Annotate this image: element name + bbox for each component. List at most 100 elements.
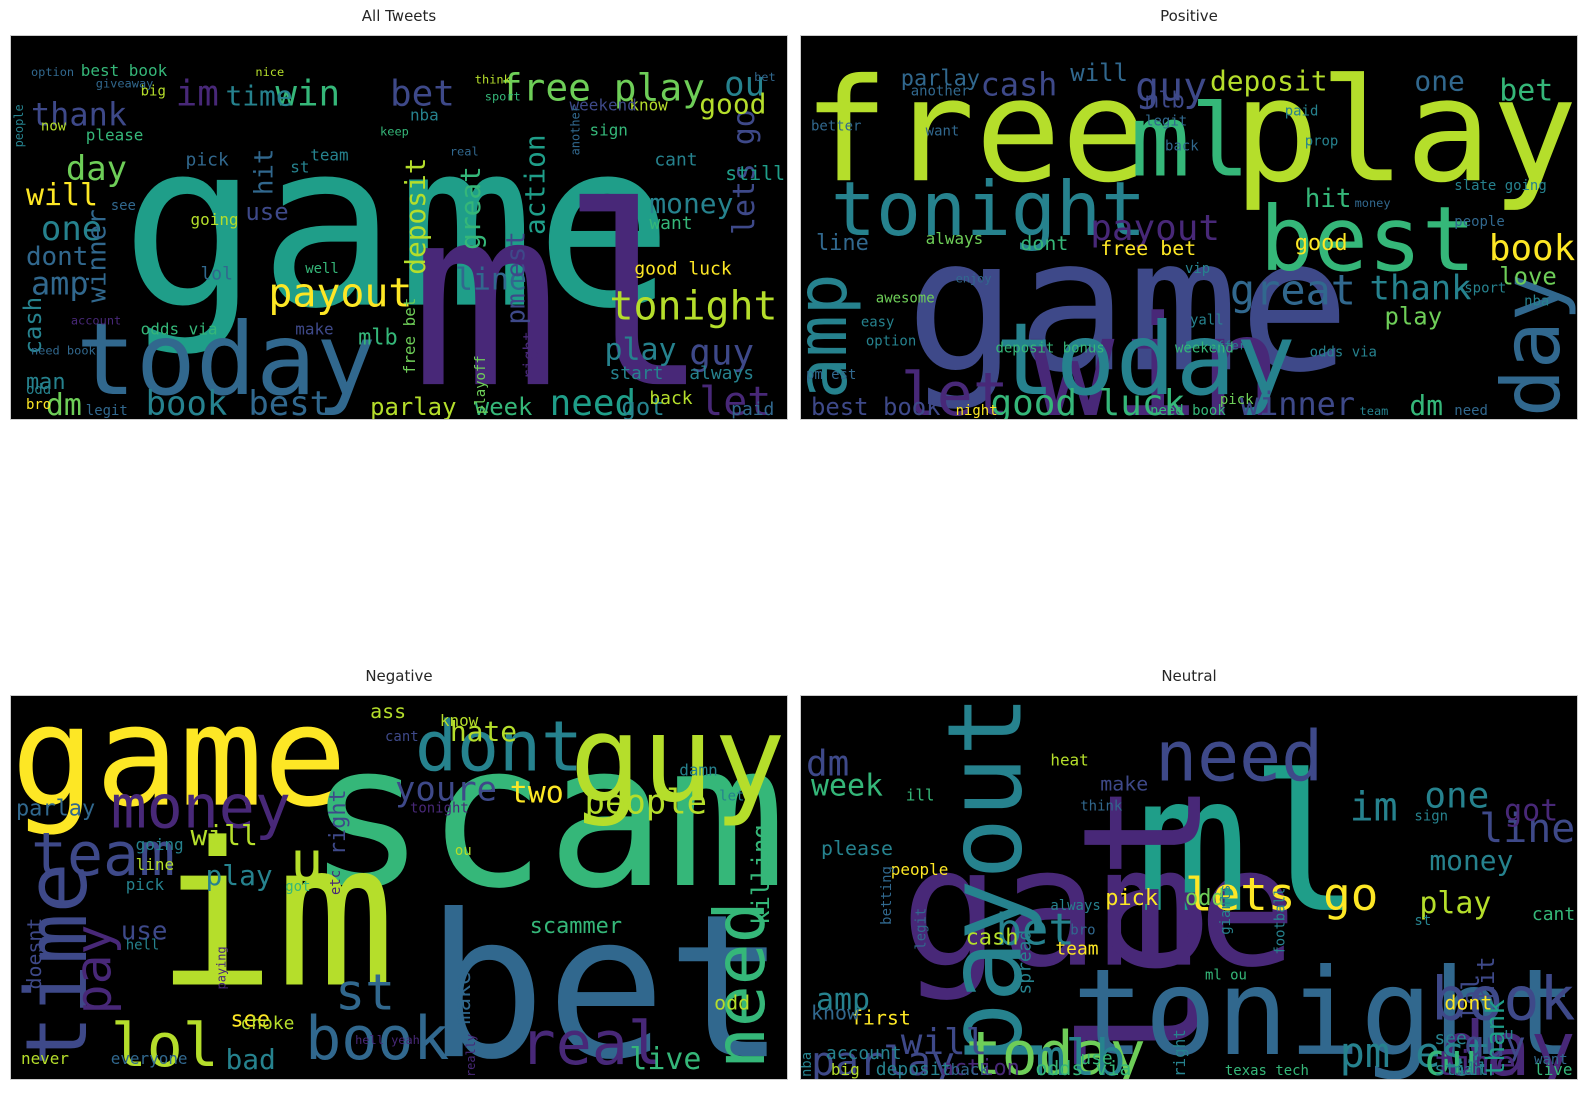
word-mark: back	[649, 388, 692, 409]
word-mark: think	[475, 73, 511, 87]
word-mark: people	[891, 860, 949, 879]
word-mark: one	[1414, 65, 1464, 98]
word-mark: doesnt	[23, 918, 46, 990]
word-mark: ou	[724, 65, 765, 104]
word-mark: team	[31, 821, 175, 890]
word-mark: game	[121, 93, 673, 360]
word-mark: money	[1355, 196, 1391, 210]
word-mark: cash	[981, 66, 1058, 104]
panel-negative: Negative game scam im bet guy dont money book ti…	[10, 665, 788, 1080]
word-mark: never	[21, 1049, 69, 1068]
word-mark: bet	[995, 905, 1074, 956]
word-mark: best	[1260, 188, 1476, 292]
word-mark: dm	[806, 744, 849, 785]
word-mark: need book	[1150, 403, 1226, 419]
word-mark: guy	[1464, 1025, 1525, 1064]
word-mark: yall	[1190, 313, 1224, 329]
word-mark: easy	[861, 314, 895, 330]
word-mark: time	[225, 80, 292, 113]
word-mark: big	[141, 84, 166, 100]
word-mark: play	[604, 332, 676, 367]
word-mark: cash	[19, 297, 47, 354]
word-mark: action	[941, 1056, 1020, 1079]
word-mark: pm est	[1340, 1028, 1491, 1077]
word-mark: back	[1165, 138, 1199, 154]
word-mark: today	[966, 1020, 1146, 1079]
word-mark: hell	[126, 938, 160, 954]
word-mark: book	[1431, 965, 1575, 1034]
word-mark: enjoy	[956, 272, 992, 286]
word-mark: make	[295, 319, 333, 338]
word-mark: legit	[914, 908, 930, 950]
word-mark: payout	[1090, 208, 1220, 249]
wordcloud-background	[11, 36, 787, 419]
word-mark: know	[629, 96, 668, 115]
panel-title: Neutral	[1161, 667, 1217, 685]
word-mark: right	[1170, 1029, 1189, 1077]
wordcloud-background	[11, 696, 787, 1079]
word-mark: scammer	[530, 914, 622, 939]
word-mark: day	[66, 149, 127, 188]
word-mark: time	[1434, 1044, 1516, 1079]
word-mark: lets go	[727, 109, 762, 235]
word-mark: parlay	[370, 393, 456, 419]
word-mark: game	[901, 812, 1297, 1004]
word-mark: hit	[1305, 184, 1352, 214]
word-mark: pm est	[502, 231, 532, 324]
panel-neutral: Neutral game ml let payout tonight day book tod…	[800, 665, 1578, 1080]
word-mark: dont	[1020, 232, 1068, 255]
word-mark: deposit	[1210, 65, 1328, 98]
word-mark: great	[1230, 266, 1356, 315]
word-mark: st	[1414, 913, 1431, 929]
word-mark: win	[1030, 286, 1282, 419]
word-mark: dont	[1444, 991, 1492, 1014]
word-mark: sport	[1464, 281, 1506, 297]
word-mark: hell yeah	[355, 1033, 420, 1047]
word-mark: ml	[1135, 734, 1363, 955]
word-mark: ml ou	[1205, 968, 1247, 984]
word-mark: people	[12, 104, 26, 147]
word-mark: ass	[370, 700, 406, 723]
word-mark: ill	[906, 785, 935, 804]
word-mark: sport	[485, 90, 521, 104]
word-mark: nba	[410, 106, 439, 125]
word-mark: please	[86, 125, 144, 144]
word-mark: pick	[1105, 886, 1158, 911]
word-mark: cant	[1532, 904, 1575, 925]
word-mark: another	[569, 105, 583, 155]
word-mark: let	[1047, 781, 1239, 1077]
word-mark: pm est	[806, 367, 856, 383]
word-mark: pay	[65, 925, 123, 1015]
word-mark: tonight	[1072, 944, 1576, 1079]
word-mark: parlay	[811, 1039, 955, 1079]
word-mark: ou	[455, 843, 472, 859]
word-mark: got	[621, 393, 664, 419]
word-mark: see	[230, 1007, 270, 1032]
word-mark: everyone	[111, 1049, 188, 1068]
word-mark: time	[11, 862, 106, 1066]
word-mark: u	[1504, 1024, 1514, 1043]
word-mark: lol	[1457, 976, 1485, 1019]
word-mark: best book	[811, 393, 941, 419]
word-mark: free play	[500, 66, 705, 110]
word-mark: paid	[1285, 104, 1319, 120]
word-mark: legit	[86, 403, 128, 419]
word-mark: bet	[426, 871, 786, 1079]
word-mark: win	[275, 74, 340, 115]
word-mark: dont	[26, 242, 88, 272]
word-mark: paid	[731, 399, 774, 419]
word-mark: right	[520, 331, 539, 379]
word-mark: im	[176, 74, 219, 115]
word-mark: free bet	[1100, 237, 1196, 260]
word-mark: big	[831, 1060, 860, 1079]
word-mark: book	[146, 384, 228, 419]
wordcloud-background	[801, 696, 1577, 1079]
word-mark: weekend	[570, 96, 637, 115]
word-mark: youre	[395, 769, 497, 808]
word-mark: deposit	[399, 157, 432, 274]
word-mark: parlay	[901, 67, 980, 92]
word-mark: free bet	[400, 298, 419, 375]
